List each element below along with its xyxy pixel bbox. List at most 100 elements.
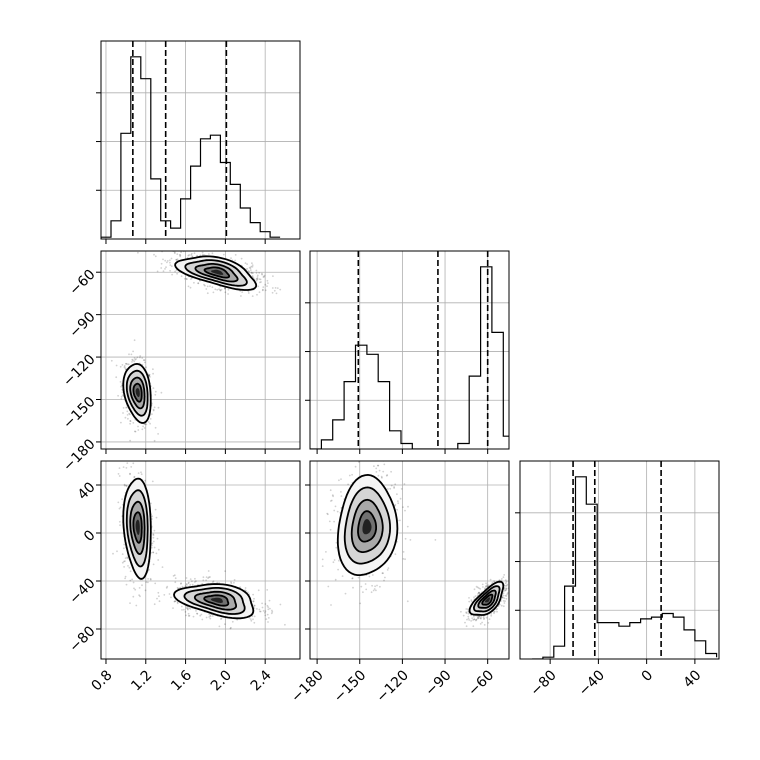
sample-point <box>214 288 217 291</box>
sample-point <box>253 621 256 624</box>
sample-point <box>489 578 492 581</box>
sample-point <box>176 258 179 261</box>
sample-point <box>248 266 251 269</box>
sample-point <box>477 617 479 619</box>
sample-point <box>475 618 477 621</box>
sample-point <box>137 425 139 428</box>
sample-point <box>152 563 155 566</box>
sample-point <box>485 585 487 587</box>
sample-point <box>328 520 331 523</box>
y-tick-label: 0 <box>81 527 99 545</box>
sample-point <box>266 589 269 591</box>
sample-point <box>207 577 210 579</box>
sample-point <box>273 289 276 292</box>
sample-point <box>465 625 468 628</box>
sample-point <box>129 579 132 582</box>
sample-point <box>152 551 155 554</box>
sample-point <box>394 553 397 556</box>
sample-point <box>118 467 121 469</box>
sample-point <box>186 607 189 610</box>
sample-point <box>205 579 208 582</box>
sample-point <box>123 560 125 563</box>
sample-point <box>505 589 507 591</box>
sample-point <box>382 470 385 473</box>
sample-point <box>251 264 254 266</box>
sample-point <box>393 487 395 489</box>
sample-point <box>330 604 332 606</box>
sample-point <box>186 606 188 608</box>
density-fill <box>135 519 140 535</box>
sample-point <box>157 548 160 551</box>
sample-point <box>152 408 155 411</box>
sample-point <box>493 580 495 583</box>
sample-point <box>120 385 122 388</box>
contour-line <box>468 580 505 616</box>
sample-point <box>379 585 381 588</box>
sample-point <box>144 423 147 426</box>
sample-point <box>117 473 120 475</box>
x-tick-label: −90 <box>422 667 454 699</box>
sample-point <box>206 285 209 288</box>
sample-point <box>256 293 258 296</box>
sample-point <box>475 619 477 622</box>
sample-point <box>240 257 243 260</box>
density-fill <box>362 519 372 535</box>
sample-point <box>169 259 171 262</box>
sample-point <box>467 608 469 610</box>
sample-point <box>143 359 146 361</box>
sample-point <box>129 473 131 476</box>
sample-point <box>321 558 324 561</box>
sample-point <box>377 474 380 477</box>
sample-point <box>247 290 250 293</box>
sample-point <box>270 612 273 615</box>
sample-point <box>326 512 329 515</box>
sample-point <box>477 615 480 618</box>
sample-point <box>132 350 135 353</box>
sample-point <box>362 591 364 594</box>
sample-point <box>139 595 141 598</box>
sample-point <box>247 292 250 294</box>
sample-point <box>486 584 488 587</box>
sample-point <box>208 613 211 615</box>
sample-point <box>257 589 260 592</box>
sample-point <box>164 259 167 262</box>
sample-point <box>175 258 178 261</box>
sample-point <box>329 500 332 502</box>
y-tick-label: −120 <box>60 351 99 390</box>
sample-point <box>234 254 237 256</box>
sample-point <box>209 614 212 617</box>
histogram-panel-2: −80 −40 0 40 <box>515 460 720 700</box>
contour-line <box>193 590 237 611</box>
sample-point <box>239 586 242 588</box>
sample-point <box>130 466 133 468</box>
sample-point <box>259 278 262 281</box>
sample-point <box>132 462 135 465</box>
sample-point <box>158 595 160 598</box>
sample-point <box>340 491 342 493</box>
y-tick-label: −80 <box>66 623 98 655</box>
sample-point <box>332 495 334 498</box>
sample-point <box>220 617 223 620</box>
sample-point <box>402 551 405 553</box>
sample-point <box>400 488 403 490</box>
sample-point <box>184 585 187 587</box>
panel-frame <box>100 460 301 660</box>
sample-point <box>506 593 508 596</box>
sample-point <box>187 612 190 615</box>
sample-point <box>187 608 189 611</box>
sample-point <box>139 356 141 359</box>
sample-point <box>404 537 407 540</box>
density-fill <box>211 269 224 275</box>
sample-point <box>137 429 140 431</box>
panel-frame <box>519 460 720 660</box>
sample-point <box>267 608 270 611</box>
sample-point <box>260 281 262 283</box>
sample-point <box>335 546 338 549</box>
sample-point <box>112 552 114 555</box>
sample-point <box>493 610 496 613</box>
sample-point <box>248 270 251 273</box>
sample-point <box>224 623 226 626</box>
sample-point <box>390 470 392 473</box>
sample-point <box>476 586 479 589</box>
